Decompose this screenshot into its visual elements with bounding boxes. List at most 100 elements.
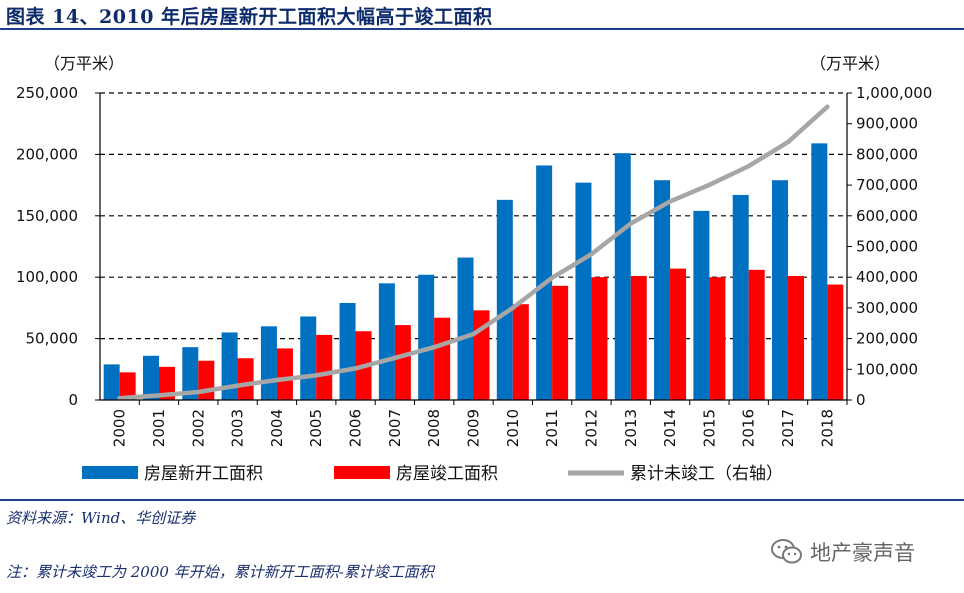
- legend-label-new-start: 房屋新开工面积: [144, 464, 263, 484]
- footer-divider: [0, 499, 964, 501]
- x-tick-label: 2004: [268, 409, 286, 447]
- x-tick-label: 2007: [386, 409, 404, 447]
- new-start-bar: [300, 316, 317, 400]
- right-axis-unit: （万平米）: [810, 54, 890, 73]
- cumulative-point: [117, 395, 122, 401]
- right-tick-label: 400,000: [856, 268, 918, 286]
- left-tick-label: 250,000: [16, 84, 78, 102]
- completed-bar: [788, 275, 805, 400]
- new-start-bar: [732, 194, 749, 400]
- cumulative-point: [549, 275, 555, 281]
- new-start-bar: [614, 153, 631, 400]
- new-start-bar: [772, 180, 789, 400]
- completed-bar: [630, 275, 647, 400]
- x-tick-label: 2018: [818, 409, 836, 447]
- new-start-bar: [693, 210, 710, 400]
- new-start-bar: [103, 364, 120, 400]
- completed-bar: [198, 360, 215, 400]
- x-tick-label: 2012: [582, 409, 600, 447]
- new-start-bar: [418, 274, 435, 400]
- cumulative-point: [235, 383, 240, 388]
- legend: 房屋新开工面积 房屋竣工面积 累计未竣工（右轴）: [82, 464, 783, 484]
- cumulative-point: [196, 389, 201, 395]
- cumulative-point: [392, 355, 398, 361]
- cumulative-point: [510, 305, 516, 311]
- right-tick-label: 100,000: [856, 360, 918, 378]
- right-tick-label: 600,000: [856, 207, 918, 225]
- x-tick-label: 2014: [661, 409, 679, 447]
- cumulative-line: [117, 104, 830, 401]
- x-tick-label: 2017: [779, 409, 797, 447]
- new-start-bar: [378, 283, 395, 400]
- new-start-bar: [339, 302, 356, 400]
- right-tick-label: 200,000: [856, 330, 918, 348]
- completed-bar: [276, 348, 293, 400]
- right-tick-label: 700,000: [856, 176, 918, 194]
- watermark: 地产豪声音: [770, 537, 915, 567]
- right-tick-label: 300,000: [856, 299, 918, 317]
- cumulative-point: [667, 199, 673, 204]
- right-tick-label: 0: [856, 391, 866, 409]
- new-start-bar: [654, 180, 671, 400]
- x-tick-label: 2005: [307, 409, 325, 447]
- completed-bar: [434, 317, 451, 400]
- new-start-bar: [811, 143, 828, 400]
- title-divider: [0, 28, 964, 30]
- right-tick-label: 500,000: [856, 238, 918, 256]
- x-tick-label: 2006: [347, 409, 365, 447]
- x-tick-label: 2010: [504, 409, 522, 447]
- chart-title: 图表 14、2010 年后房屋新开工面积大幅高于竣工面积: [6, 6, 493, 28]
- x-tick-label: 2015: [700, 409, 718, 447]
- left-tick-label: 150,000: [16, 207, 78, 225]
- completed-bar: [552, 285, 569, 400]
- cumulative-point: [274, 377, 280, 383]
- right-tick-label: 1,000,000: [856, 84, 932, 102]
- x-tick-label: 2011: [543, 409, 561, 447]
- legend-label-completed: 房屋竣工面积: [396, 464, 498, 484]
- cumulative-point: [471, 331, 476, 337]
- right-tick-label: 800,000: [856, 145, 918, 163]
- new-start-bar: [142, 355, 159, 400]
- cumulative-point: [746, 163, 751, 169]
- cumulative-point: [628, 221, 633, 226]
- left-tick-label: 200,000: [16, 145, 78, 163]
- legend-label-cumulative: 累计未竣工（右轴）: [630, 464, 783, 484]
- cumulative-point: [707, 182, 712, 187]
- left-tick-label: 50,000: [26, 330, 79, 348]
- x-tick-label: 2009: [465, 409, 483, 447]
- cumulative-point: [353, 366, 358, 371]
- left-axis-unit: （万平米）: [44, 54, 124, 73]
- completed-bar: [591, 277, 608, 400]
- right-tick-label: 900,000: [856, 115, 918, 133]
- cumulative-point: [156, 393, 162, 398]
- wechat-icon: [771, 539, 802, 564]
- watermark-text: 地产豪声音: [810, 541, 915, 565]
- legend-swatch-completed: [334, 466, 390, 479]
- x-tick-label: 2001: [150, 409, 168, 447]
- new-start-bar: [575, 182, 592, 400]
- new-start-bar: [221, 332, 238, 400]
- completed-bar: [237, 358, 254, 400]
- chart: （万平米） （万平米） 250,000 200,000 150,000 100,000…: [16, 54, 932, 484]
- completed-bar: [748, 269, 765, 400]
- x-tick-label: 2002: [189, 409, 207, 447]
- source-note: 资料来源：Wind、华创证券: [6, 509, 196, 527]
- x-tick-label: 2003: [229, 409, 247, 447]
- new-start-bar: [457, 257, 474, 400]
- cumulative-point: [785, 139, 791, 145]
- bars: [103, 143, 844, 400]
- new-start-bar: [182, 347, 199, 400]
- completed-bar: [119, 372, 136, 400]
- x-tick-label: 2016: [740, 409, 758, 447]
- legend-swatch-new-start: [82, 466, 138, 479]
- left-tick-label: 0: [68, 391, 78, 409]
- x-tick-label: 2008: [425, 409, 443, 447]
- new-start-bar: [496, 199, 513, 400]
- completed-bar: [512, 304, 529, 400]
- axes: 250,000 200,000 150,000 100,000 50,000 0 1,000…: [16, 84, 932, 447]
- x-tick-label: 2000: [111, 409, 129, 447]
- new-start-bar: [260, 326, 277, 400]
- left-tick-label: 100,000: [16, 268, 78, 286]
- cumulative-point: [589, 251, 594, 257]
- completed-bar: [709, 277, 726, 400]
